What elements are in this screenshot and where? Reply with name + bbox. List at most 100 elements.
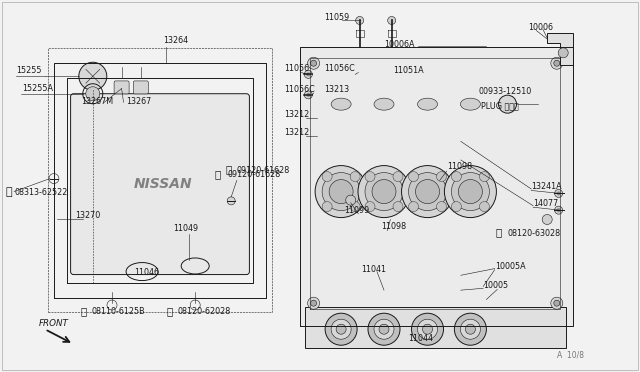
Circle shape: [358, 166, 410, 218]
Text: 08110-6125B: 08110-6125B: [92, 307, 145, 316]
Circle shape: [458, 180, 483, 203]
Circle shape: [558, 48, 568, 58]
Circle shape: [479, 202, 490, 212]
FancyBboxPatch shape: [70, 94, 250, 275]
Text: 13267: 13267: [126, 97, 151, 106]
Text: 10005: 10005: [483, 281, 508, 290]
Text: Ⓢ: Ⓢ: [5, 187, 12, 197]
Ellipse shape: [374, 98, 394, 110]
Circle shape: [322, 171, 332, 182]
Text: 15255: 15255: [17, 66, 42, 75]
Circle shape: [365, 171, 375, 182]
Circle shape: [304, 91, 312, 99]
Circle shape: [408, 173, 447, 211]
Circle shape: [454, 313, 486, 345]
Text: 08313-62522: 08313-62522: [14, 188, 67, 197]
Circle shape: [307, 73, 310, 76]
Circle shape: [451, 202, 461, 212]
Text: 15255A: 15255A: [22, 84, 52, 93]
Circle shape: [331, 319, 351, 339]
Circle shape: [499, 95, 516, 113]
Text: 11056C: 11056C: [324, 64, 355, 73]
Text: 14077: 14077: [533, 199, 558, 208]
Text: Ⓑ: Ⓑ: [214, 169, 221, 179]
Text: 08120-63028: 08120-63028: [508, 229, 561, 238]
FancyBboxPatch shape: [114, 81, 129, 94]
Circle shape: [368, 313, 400, 345]
Circle shape: [554, 60, 560, 66]
Text: 11051A: 11051A: [394, 65, 424, 74]
Circle shape: [308, 57, 319, 69]
Text: 11044: 11044: [408, 334, 433, 343]
Text: 13241A: 13241A: [531, 182, 562, 191]
Circle shape: [329, 180, 353, 203]
Bar: [305, 307, 566, 348]
FancyBboxPatch shape: [133, 81, 148, 94]
Circle shape: [557, 192, 561, 195]
Circle shape: [379, 324, 389, 334]
Text: 08120-62028: 08120-62028: [178, 307, 231, 316]
Circle shape: [555, 206, 563, 214]
Circle shape: [356, 16, 364, 25]
Text: 11099: 11099: [344, 206, 369, 215]
Text: 10005A: 10005A: [495, 262, 525, 270]
Circle shape: [308, 297, 319, 309]
Text: 13213: 13213: [324, 85, 349, 94]
Text: 10006A: 10006A: [384, 39, 415, 48]
Text: Ⓑ: Ⓑ: [166, 306, 173, 316]
Text: 13264: 13264: [163, 36, 188, 45]
Circle shape: [374, 319, 394, 339]
Circle shape: [307, 93, 310, 97]
Text: Ⓑ: Ⓑ: [80, 306, 86, 316]
Circle shape: [436, 202, 447, 212]
Circle shape: [304, 70, 312, 78]
Circle shape: [408, 171, 419, 182]
Ellipse shape: [460, 98, 481, 110]
Circle shape: [388, 16, 396, 25]
Circle shape: [408, 202, 419, 212]
Text: 10006: 10006: [528, 23, 553, 32]
Circle shape: [401, 166, 454, 218]
Circle shape: [412, 313, 444, 345]
Bar: [300, 46, 573, 326]
Circle shape: [557, 208, 561, 212]
Text: 11059: 11059: [324, 13, 349, 22]
Circle shape: [444, 166, 497, 218]
Circle shape: [460, 319, 481, 339]
Circle shape: [325, 313, 357, 345]
Circle shape: [350, 171, 360, 182]
Text: 11049: 11049: [173, 224, 198, 232]
Circle shape: [554, 300, 560, 306]
Circle shape: [322, 202, 332, 212]
Ellipse shape: [331, 98, 351, 110]
Circle shape: [415, 180, 440, 203]
Circle shape: [436, 171, 447, 182]
Circle shape: [79, 62, 107, 90]
Circle shape: [422, 324, 433, 334]
Text: Ⓑ: Ⓑ: [225, 164, 232, 174]
Circle shape: [346, 195, 356, 205]
Circle shape: [555, 189, 563, 198]
Text: 13212: 13212: [284, 110, 309, 119]
Text: A  10/8: A 10/8: [557, 351, 584, 360]
Text: 09120-61628: 09120-61628: [227, 170, 280, 179]
Text: Ⓑ: Ⓑ: [496, 227, 502, 237]
Circle shape: [417, 319, 438, 339]
Circle shape: [227, 197, 236, 205]
Circle shape: [551, 297, 563, 309]
Text: 13212: 13212: [284, 128, 309, 137]
Circle shape: [542, 215, 552, 224]
Text: 11041: 11041: [362, 264, 387, 273]
Circle shape: [310, 300, 317, 306]
Circle shape: [393, 171, 403, 182]
Circle shape: [551, 57, 563, 69]
Text: PLUG プラグ: PLUG プラグ: [481, 101, 519, 110]
Ellipse shape: [417, 98, 438, 110]
Text: NISSAN: NISSAN: [134, 177, 193, 191]
Circle shape: [86, 87, 100, 101]
Polygon shape: [547, 33, 573, 65]
Text: FRONT: FRONT: [38, 318, 68, 327]
Text: 11056C: 11056C: [284, 85, 315, 94]
Circle shape: [393, 202, 403, 212]
Circle shape: [365, 173, 403, 211]
